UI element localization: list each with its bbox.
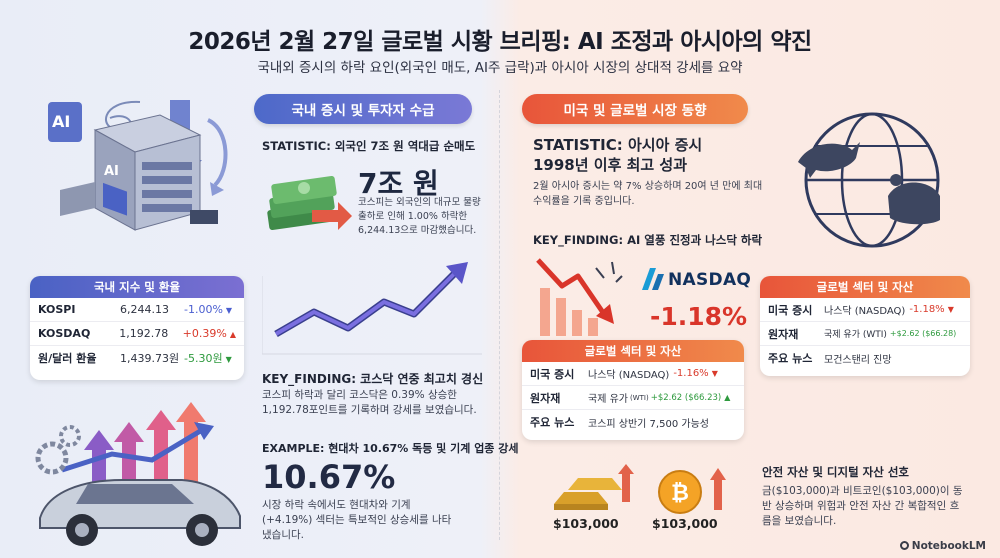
gold-price: $103,000 xyxy=(553,516,619,531)
indices-card-title: 국내 지수 및 환율 xyxy=(30,276,244,298)
index-row-kospi: KOSPI 6,244.13 -1.00% xyxy=(30,298,244,322)
index-row-krw-usd: 원/달러 환율 1,439.73원 -5.30원 xyxy=(30,346,244,370)
brand-label: NotebookLM xyxy=(911,540,986,552)
sector-card-title: 글로벌 섹터 및 자산 xyxy=(760,276,970,298)
ai-chip-label: AI xyxy=(104,164,119,179)
index-name: KOSDAQ xyxy=(38,327,91,340)
sector-change: +$2.62 ($66.28) xyxy=(889,329,957,338)
sector-row-commodities: 원자재 국제 유가 (WTI) +$2.62 ($66.28) xyxy=(760,322,970,346)
uptrend-chart-illustration xyxy=(262,262,482,355)
right-statistic-heading: STATISTIC: 아시아 증시 1998년 이후 최고 성과 xyxy=(533,136,703,174)
sector-change: -1.16% xyxy=(673,368,718,379)
sector-value: 국제 유가 xyxy=(588,394,628,405)
index-name: 원/달러 환율 xyxy=(38,352,97,365)
page-subtitle: 국내외 증시의 하락 요인(외국인 매도, AI주 급락)과 아시아 시장의 상… xyxy=(257,60,743,76)
sector-value: 나스닥 (NASDAQ) xyxy=(588,370,670,381)
sector-value: 코스피 상반기 7,500 가능성 xyxy=(588,418,709,430)
brand-footer: NotebookLM xyxy=(899,540,986,552)
index-change: -5.30원 xyxy=(184,350,232,366)
sector-sub: (WTI) xyxy=(629,393,649,402)
nasdaq-change-value: -1.18% xyxy=(650,302,748,331)
safe-asset-heading: 안전 자산 및 디지털 자산 선호 xyxy=(762,465,909,479)
right-statistic-desc: 2월 아시아 증시는 약 7% 상승하며 20여 년 만에 최대 수익률을 기록… xyxy=(533,181,763,207)
left-example-desc: 시장 하락 속에서도 현대차와 기계(+4.19%) 섹터는 특보적인 상승세를… xyxy=(262,499,452,542)
page-title: 2026년 2월 27일 글로벌 시황 브리핑: AI 조정과 아시아의 약진 xyxy=(188,29,812,55)
left-statistic-desc: 코스피는 외국인의 대규모 물량 출하로 인해 1.00% 하락한 6,244.… xyxy=(358,197,481,236)
domestic-indices-card: 국내 지수 및 환율 KOSPI 6,244.13 -1.00% KOSDAQ … xyxy=(30,276,244,380)
falling-chart-icon xyxy=(536,258,623,336)
svg-text:₿: ₿ xyxy=(671,481,689,506)
left-keyfinding-desc: 코스피 하락과 달리 코스닥은 0.39% 상승한 1,192.78포인트를 기… xyxy=(262,389,477,417)
safe-asset-desc: 금($103,000)과 비트코인($103,000)이 동반 상승하며 위험과… xyxy=(762,485,963,528)
sector-change: -1.18% xyxy=(909,304,954,315)
section-pill-global: 미국 및 글로벌 시장 동향 xyxy=(522,94,748,124)
money-stack-icon xyxy=(267,176,352,230)
nasdaq-logo-icon xyxy=(642,268,664,290)
index-value: 1,192.78 xyxy=(119,327,169,340)
bitcoin-icon: ₿ xyxy=(658,468,726,514)
index-row-kosdaq: KOSDAQ 1,192.78 +0.39% xyxy=(30,322,244,346)
sector-row-news: 주요 뉴스 모건스탠리 진망 xyxy=(760,346,970,370)
sector-name: 주요 뉴스 xyxy=(768,352,813,365)
sector-row-us-stocks: 미국 증시 나스닥 (NASDAQ) -1.16% xyxy=(522,362,744,386)
sector-value: 국제 유가 (WTI) xyxy=(824,330,887,340)
index-value: 1,439.73원 xyxy=(120,352,180,365)
left-example-heading: EXAMPLE: 현대차 10.67% 독등 및 기계 업종 강세 xyxy=(262,442,519,455)
sector-row-us-stocks: 미국 증시 나스닥 (NASDAQ) -1.18% xyxy=(760,298,970,322)
car-arrows-illustration xyxy=(35,402,241,546)
left-example-value: 10.67% xyxy=(262,458,396,496)
gold-bars-icon xyxy=(554,464,634,510)
global-sector-card-mid: 글로벌 섹터 및 자산 미국 증시 나스닥 (NASDAQ) -1.16% 원자… xyxy=(522,340,744,440)
sector-row-commodities: 원자재 국제 유가 (WTI) +$2.62 ($66.23) xyxy=(522,386,744,410)
notebooklm-icon xyxy=(899,541,909,550)
sector-card-title: 글로벌 섹터 및 자산 xyxy=(522,340,744,362)
sector-name: 주요 뉴스 xyxy=(530,416,575,429)
left-statistic-heading: STATISTIC: 외국인 7조 원 역대급 순매도 xyxy=(262,139,476,153)
sector-change: +$2.62 ($66.23) xyxy=(651,393,731,403)
sector-row-news: 주요 뉴스 코스피 상반기 7,500 가능성 xyxy=(522,410,744,434)
bitcoin-price: $103,000 xyxy=(652,516,718,531)
index-change: -1.00% xyxy=(184,303,232,316)
right-keyfinding-heading: KEY_FINDING: AI 열풍 진정과 나스닥 하락 xyxy=(533,233,763,247)
left-statistic-value: 7조 원 xyxy=(358,167,439,200)
ai-server-illustration xyxy=(48,100,228,231)
section-pill-domestic: 국내 증시 및 투자자 수급 xyxy=(254,94,472,124)
sector-value: 모건스탠리 진망 xyxy=(824,354,892,366)
left-keyfinding-heading: KEY_FINDING: 코스닥 연중 최고치 경신 xyxy=(262,372,484,386)
center-divider xyxy=(499,90,500,540)
sector-value: 나스닥 (NASDAQ) xyxy=(824,306,906,317)
sector-name: 원자재 xyxy=(530,391,561,405)
sector-name: 미국 증시 xyxy=(530,367,575,381)
globe-bull-bear-icon xyxy=(798,112,940,248)
nasdaq-logo-text: NASDAQ xyxy=(668,270,752,290)
ai-badge-label: AI xyxy=(52,112,71,131)
index-value: 6,244.13 xyxy=(120,303,169,316)
global-sector-card-right: 글로벌 섹터 및 자산 미국 증시 나스닥 (NASDAQ) -1.18% 원자… xyxy=(760,276,970,376)
sector-name: 원자재 xyxy=(768,327,799,341)
index-change: +0.39% xyxy=(183,327,236,340)
sector-name: 미국 증시 xyxy=(768,303,813,317)
index-name: KOSPI xyxy=(38,303,76,316)
